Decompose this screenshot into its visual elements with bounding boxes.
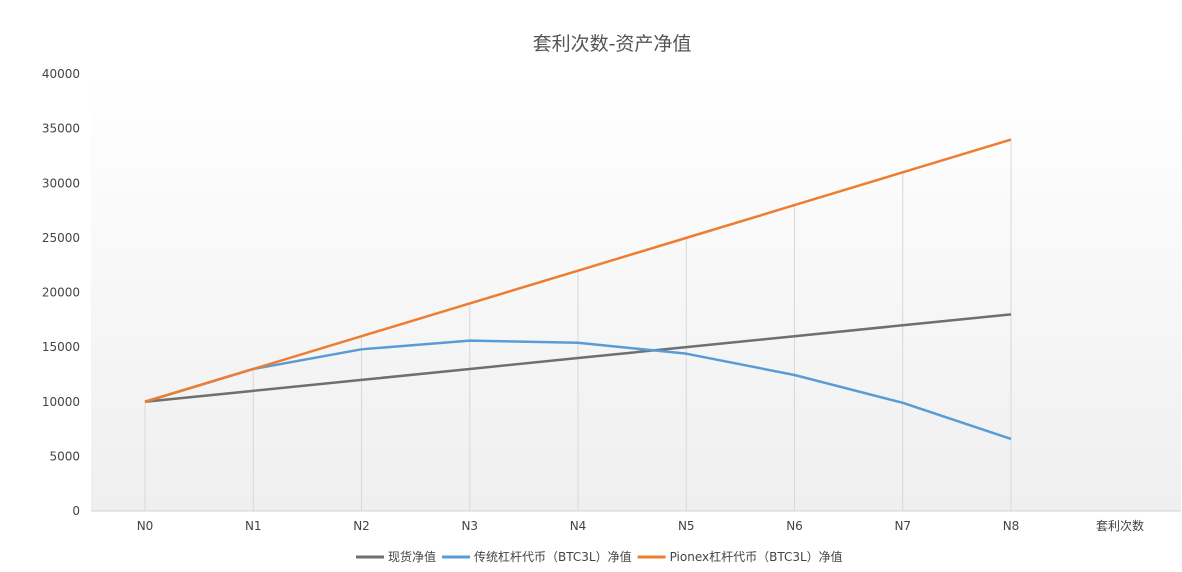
- x-tick-label: N3: [461, 519, 478, 533]
- x-tick-label: N0: [137, 519, 154, 533]
- x-tick-label: N1: [245, 519, 262, 533]
- x-tick-label: N8: [1003, 519, 1020, 533]
- y-tick-label: 10000: [42, 395, 80, 409]
- y-tick-label: 15000: [42, 340, 80, 354]
- legend-item-label: Pionex杠杆代币（BTC3L）净值: [670, 549, 843, 564]
- y-tick-label: 0: [72, 504, 80, 518]
- x-tick-label: N5: [678, 519, 695, 533]
- y-tick-label: 5000: [49, 449, 80, 463]
- legend-item-label: 现货净值: [388, 549, 436, 564]
- x-axis-label: 套利次数: [1096, 518, 1144, 533]
- x-tick-label: N2: [353, 519, 370, 533]
- x-tick-label: N6: [786, 519, 803, 533]
- y-tick-label: 30000: [42, 176, 80, 190]
- x-tick-label: N7: [894, 519, 911, 533]
- x-tick-label: N4: [570, 519, 587, 533]
- y-tick-label: 25000: [42, 231, 80, 245]
- y-tick-label: 35000: [42, 122, 80, 136]
- legend-item-label: 传统杠杆代币（BTC3L）净值: [474, 549, 632, 564]
- chart-title: 套利次数-资产净值: [533, 33, 692, 55]
- y-tick-label: 20000: [42, 286, 80, 300]
- y-tick-label: 40000: [42, 67, 80, 81]
- plot-background: [91, 74, 1181, 511]
